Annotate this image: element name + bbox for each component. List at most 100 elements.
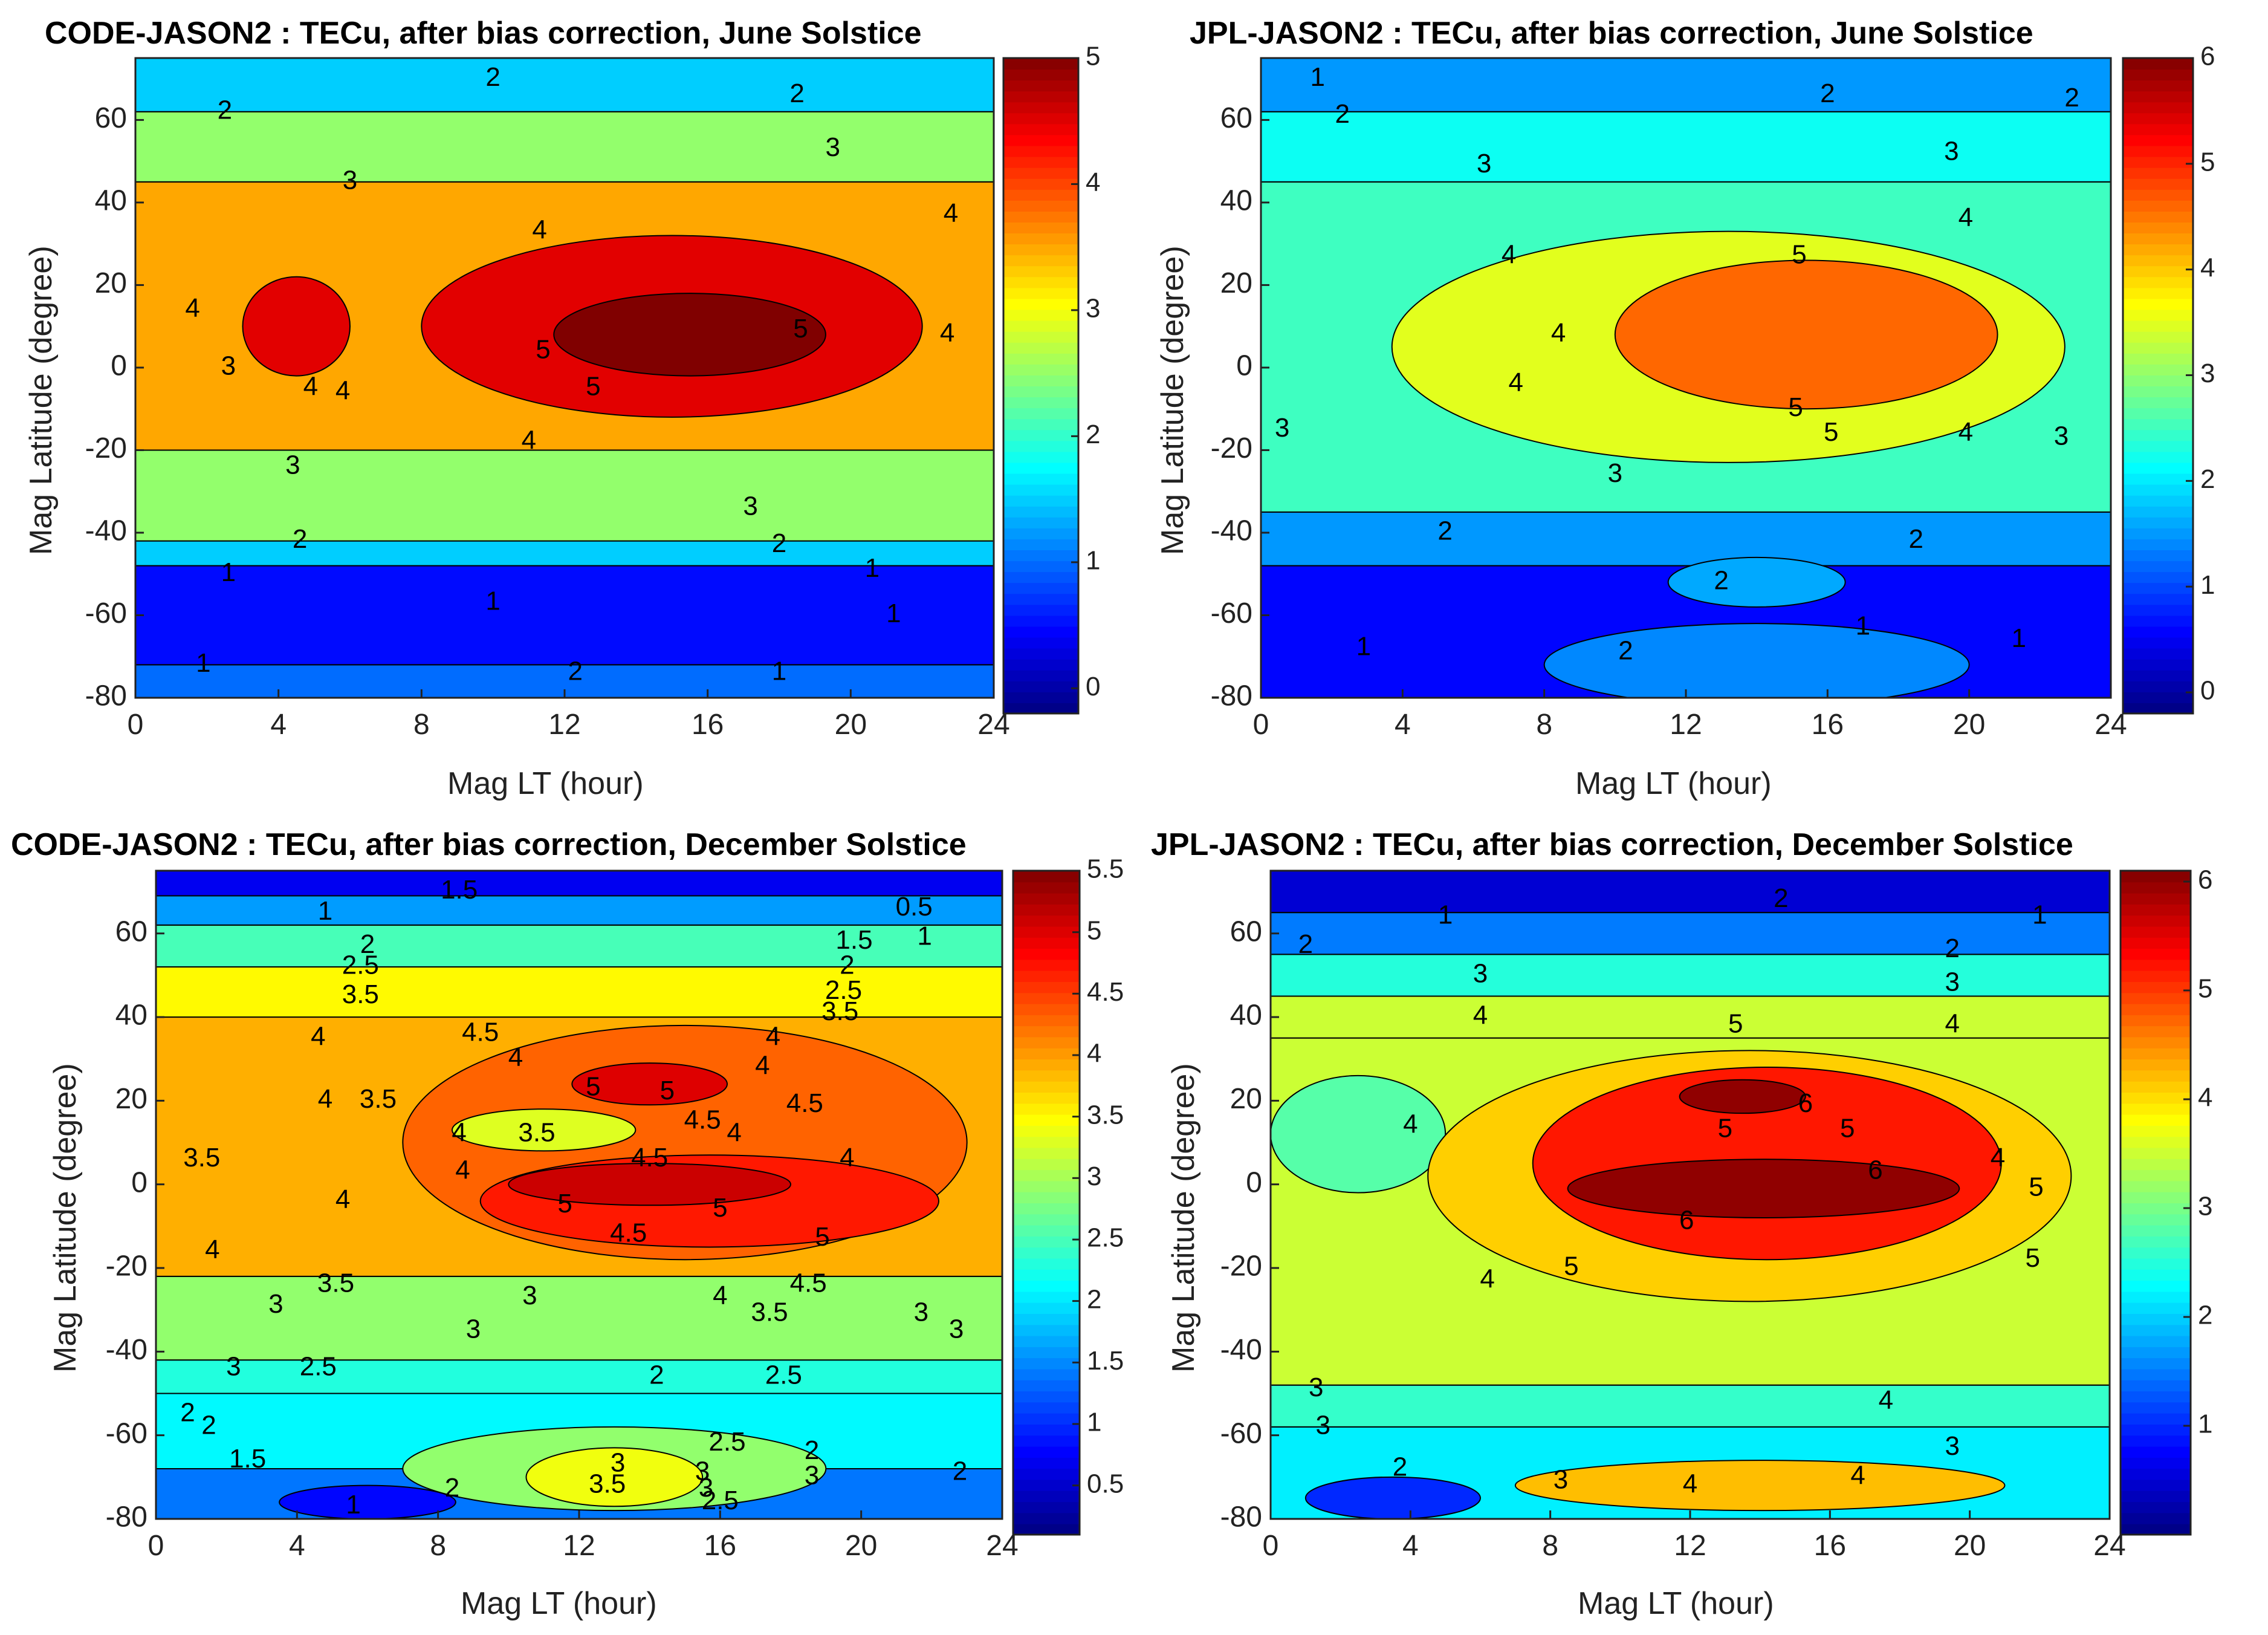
contour-label: 2	[485, 62, 500, 92]
contour-label: 1	[346, 1490, 360, 1520]
colorbar-segment	[1003, 495, 1078, 507]
y-tick-label: -20	[1211, 432, 1252, 464]
contour-label: 5	[660, 1076, 675, 1105]
contour-band	[156, 1359, 1002, 1394]
colorbar-segment	[1013, 915, 1080, 927]
colorbar-segment	[2121, 1014, 2191, 1027]
colorbar-segment	[2121, 1070, 2191, 1082]
colorbar-segment	[1003, 702, 1078, 714]
contour-region	[242, 276, 351, 377]
contour-region	[571, 1062, 728, 1106]
colorbar-segment	[1013, 1424, 1080, 1436]
contour-band	[135, 449, 994, 542]
contour-label: 2.5	[708, 1427, 745, 1457]
contour-label: 1	[1310, 62, 1324, 92]
colorbar-segment	[2123, 626, 2193, 638]
contour-label: 4	[508, 1042, 523, 1072]
colorbar-segment	[2121, 1103, 2191, 1115]
contour-label: 3.5	[751, 1298, 788, 1327]
colorbar-segment	[1003, 123, 1078, 135]
contour-label: 3	[699, 1473, 713, 1503]
colorbar-segment	[1003, 298, 1078, 310]
colorbar-segment	[1003, 691, 1078, 703]
colorbar-segment	[1013, 1324, 1080, 1336]
colorbar-segment	[2121, 1490, 2191, 1503]
colorbar-segment	[1013, 1203, 1080, 1215]
contour-band	[1271, 954, 2110, 997]
contour-label: 2	[218, 95, 232, 125]
y-tick-label: 40	[1230, 1000, 1262, 1032]
contour-band	[135, 111, 994, 183]
y-tick-label: 20	[1230, 1083, 1262, 1115]
contour-label: 2	[1714, 566, 1728, 596]
contour-label: 3	[695, 1457, 710, 1486]
contour-label: 5	[1840, 1113, 1855, 1143]
colorbar-segment	[2121, 1501, 2191, 1513]
colorbar-segment	[2121, 915, 2191, 927]
contour-label: 1	[2032, 900, 2047, 930]
colorbar-segment	[1013, 1147, 1080, 1159]
contour-label: 4	[1850, 1460, 1865, 1490]
colorbar-segment	[2123, 669, 2193, 681]
chart-panel-code-june: CODE-JASON2 : TECu, after bias correctio…	[0, 0, 1134, 818]
colorbar-segment	[1013, 1357, 1080, 1370]
contour-region	[1271, 1074, 1447, 1194]
colorbar-segment	[1013, 1435, 1080, 1447]
colorbar-segment	[2123, 331, 2193, 343]
colorbar-segment	[2121, 1026, 2191, 1038]
colorbar-segment	[2121, 1059, 2191, 1071]
y-tick-label: 60	[1220, 102, 1252, 134]
x-tick-label: 16	[1814, 1530, 1846, 1562]
colorbar-segment	[1003, 374, 1078, 386]
contour-label: 6	[1798, 1088, 1813, 1118]
colorbar-tick-label: 0	[2200, 676, 2215, 706]
colorbar-segment	[1013, 1501, 1080, 1513]
y-tick-label: -40	[106, 1334, 147, 1366]
contour-label: 4.5	[684, 1105, 721, 1135]
colorbar-segment	[1013, 1136, 1080, 1148]
contour-label: 2.5	[702, 1486, 739, 1515]
colorbar-segment	[2121, 992, 2191, 1004]
colorbar-tick-label: 3	[1086, 294, 1100, 323]
contour-label: 4	[318, 1084, 332, 1114]
contour-label: 4	[727, 1117, 741, 1147]
contour-region	[1567, 1159, 1960, 1219]
colorbar-segment	[2123, 495, 2193, 507]
y-tick-label: -20	[1220, 1250, 1262, 1282]
colorbar-segment	[1013, 1512, 1080, 1524]
colorbar-segment	[1013, 1258, 1080, 1270]
colorbar-segment	[1003, 244, 1078, 256]
y-tick-label: 60	[115, 915, 147, 948]
x-tick-label: 0	[148, 1530, 164, 1562]
x-tick-label: 12	[1670, 709, 1702, 741]
contour-label: 1.5	[229, 1444, 266, 1474]
colorbar-segment	[2123, 244, 2193, 256]
colorbar-segment	[2123, 648, 2193, 660]
x-axis-label: Mag LT (hour)	[1575, 766, 1772, 801]
contour-band	[156, 871, 1002, 897]
colorbar-segment	[2123, 210, 2193, 223]
contour-label: 4	[940, 318, 954, 348]
contour-label: 3	[1473, 959, 1488, 989]
colorbar-segment	[2121, 981, 2191, 993]
colorbar-segment	[2121, 1291, 2191, 1303]
contour-band	[1271, 1384, 2110, 1428]
colorbar-segment	[2123, 363, 2193, 375]
y-tick-label: -40	[1211, 515, 1252, 547]
colorbar-segment	[2121, 1191, 2191, 1203]
colorbar-segment	[2121, 1357, 2191, 1370]
colorbar-segment	[2123, 593, 2193, 605]
colorbar-segment	[2121, 1169, 2191, 1182]
colorbar-tick-label: 2	[1086, 420, 1100, 449]
x-tick-label: 12	[548, 709, 580, 741]
colorbar-segment	[1013, 981, 1080, 993]
colorbar-segment	[2123, 691, 2193, 703]
colorbar-segment	[1013, 1214, 1080, 1226]
x-tick-label: 20	[835, 709, 867, 741]
contour-label: 4	[455, 1156, 470, 1185]
chart-title: CODE-JASON2 : TECu, after bias correctio…	[45, 16, 922, 51]
